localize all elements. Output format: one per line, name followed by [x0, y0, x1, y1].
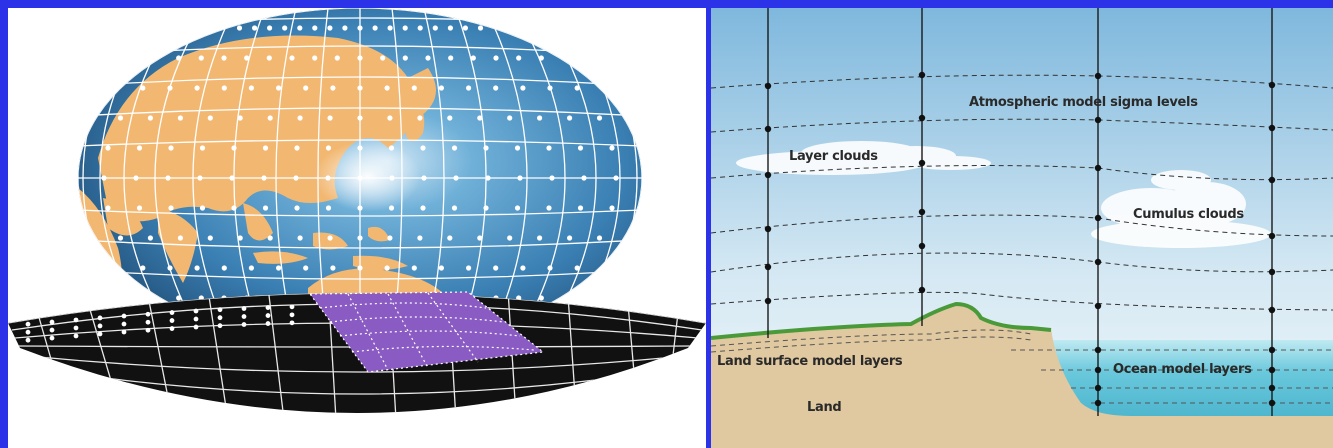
layer-clouds-label: Layer clouds — [789, 149, 878, 164]
land-surface — [711, 301, 1052, 340]
land-label: Land — [807, 400, 841, 415]
model-layers-panel: Atmospheric model sigma levels Layer clo… — [711, 8, 1333, 448]
model-base-bowl — [8, 291, 706, 413]
base-grid-nodes — [25, 304, 295, 343]
globe-grid-panel — [8, 8, 706, 448]
ocean-layers-label: Ocean model layers — [1113, 362, 1252, 377]
subsurface-layers — [711, 329, 1333, 404]
land-mass — [711, 304, 1333, 448]
cumulus-clouds-label: Cumulus clouds — [1133, 207, 1244, 222]
grid-nodes — [764, 71, 1276, 407]
high-resolution-grid — [308, 291, 545, 373]
land-layers-label: Land surface model layers — [717, 354, 903, 369]
cumulus-clouds-shape — [1091, 170, 1271, 248]
high-resolution-region — [310, 292, 543, 372]
globe-grid-illustration — [8, 8, 706, 413]
model-layers-illustration: Atmospheric model sigma levels Layer clo… — [711, 8, 1333, 448]
sigma-levels — [711, 74, 1333, 311]
sigma-levels-label: Atmospheric model sigma levels — [969, 95, 1198, 110]
layer-clouds-shape — [736, 141, 991, 175]
globe — [78, 8, 642, 348]
